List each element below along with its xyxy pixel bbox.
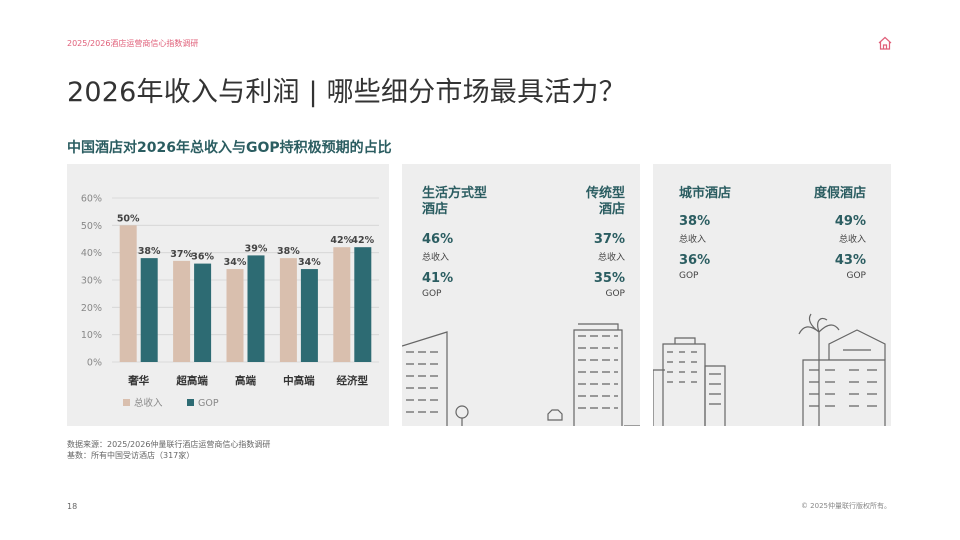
- legend-swatch: [123, 399, 130, 406]
- x-tick-label: 奢华: [127, 374, 149, 387]
- bar-revenue: [226, 269, 244, 362]
- resort-gop-value: 43%: [834, 253, 866, 268]
- source-line: 数据来源：2025/2026仲量联行酒店运营商信心指数调研: [67, 440, 271, 449]
- y-tick-label: 50%: [81, 221, 102, 232]
- page-number: 18: [67, 502, 78, 511]
- lifestyle-revenue-value: 46%: [422, 232, 454, 247]
- bar-revenue: [279, 258, 297, 362]
- bar-gop: [354, 247, 372, 362]
- base-line: 基数：所有中国受访酒店（317家）: [67, 451, 195, 460]
- data-label: 36%: [191, 252, 214, 263]
- bar-revenue: [333, 247, 351, 362]
- traditional-revenue-label: 总收入: [597, 253, 625, 263]
- y-tick-label: 0%: [87, 358, 102, 369]
- city-revenue-label: 总收入: [679, 235, 707, 245]
- x-tick-label: 超高端: [175, 374, 208, 387]
- city-gop-value: 36%: [679, 253, 711, 268]
- data-label: 38%: [138, 246, 161, 257]
- y-tick-label: 10%: [81, 330, 102, 341]
- lifestyle-gop-label: GOP: [422, 289, 442, 299]
- chart-panel: 60% 50% 40% 30% 20% 10% 0% 50% 38% 奢华 37% 36% 超高端 34%…: [67, 164, 389, 426]
- home-icon[interactable]: [877, 36, 893, 50]
- legend-swatch: [187, 399, 194, 406]
- lifestyle-gop-value: 41%: [422, 271, 454, 286]
- y-tick-label: 60%: [81, 194, 102, 205]
- bar-gop: [247, 255, 265, 362]
- resort-hotel-title: 度假酒店: [813, 186, 866, 201]
- data-label: 37%: [170, 249, 193, 260]
- traditional-hotel-title: 传统型 酒店: [585, 186, 625, 217]
- chart-subtitle: 中国酒店对2026年总收入与GOP持积极预期的占比: [67, 140, 392, 156]
- hotel-type-panel: 生活方式型 酒店 传统型 酒店 46% 总收入 41% GOP 37% 总收入 …: [402, 164, 640, 426]
- data-label: 42%: [330, 235, 353, 246]
- traditional-gop-label: GOP: [605, 289, 626, 299]
- legend-label: 总收入: [134, 397, 163, 409]
- city-gop-label: GOP: [679, 271, 699, 281]
- data-label: 34%: [224, 257, 247, 268]
- y-tick-label: 40%: [81, 248, 102, 259]
- x-tick-label: 经济型: [337, 374, 369, 387]
- bar-gop: [194, 263, 212, 362]
- bar-chart: 60% 50% 40% 30% 20% 10% 0% 50% 38% 奢华 37%36% 超高端 34%…: [81, 194, 379, 409]
- x-tick-label: 高端: [235, 374, 256, 387]
- y-tick-label: 30%: [81, 276, 102, 287]
- legend-label: GOP: [198, 398, 219, 409]
- bar-revenue: [173, 260, 191, 362]
- building-illustration: [653, 313, 886, 426]
- city-revenue-value: 38%: [679, 214, 711, 229]
- traditional-revenue-value: 37%: [593, 232, 625, 247]
- data-label: 42%: [351, 235, 374, 246]
- lifestyle-revenue-label: 总收入: [422, 253, 450, 263]
- data-label: 38%: [277, 246, 300, 257]
- data-label: 50%: [117, 213, 140, 224]
- building-illustration: [402, 323, 640, 426]
- resort-revenue-value: 49%: [834, 214, 866, 229]
- y-tick-label: 20%: [81, 303, 102, 314]
- resort-gop-label: GOP: [846, 271, 867, 281]
- x-tick-label: 中高端: [283, 374, 315, 387]
- source-note: 数据来源：2025/2026仲量联行酒店运营商信心指数调研 基数：所有中国受访酒…: [67, 439, 270, 461]
- bar-gop: [300, 269, 318, 362]
- report-name: 2025/2026酒店运营商信心指数调研: [67, 39, 199, 48]
- bar-gop: [140, 258, 158, 362]
- traditional-gop-value: 35%: [593, 271, 625, 286]
- copyright: © 2025仲量联行版权所有。: [800, 502, 891, 510]
- page-title: 2026年收入与利润 | 哪些细分市场最具活力？: [67, 77, 626, 108]
- data-label: 39%: [245, 243, 268, 254]
- city-hotel-title: 城市酒店: [679, 186, 732, 201]
- resort-revenue-label: 总收入: [838, 235, 866, 245]
- bar-revenue: [119, 225, 137, 362]
- data-label: 34%: [298, 257, 321, 268]
- lifestyle-hotel-title: 生活方式型 酒店: [422, 186, 488, 217]
- location-panel: 城市酒店 度假酒店 38% 总收入 36% GOP 49% 总收入 43% GO…: [653, 164, 891, 426]
